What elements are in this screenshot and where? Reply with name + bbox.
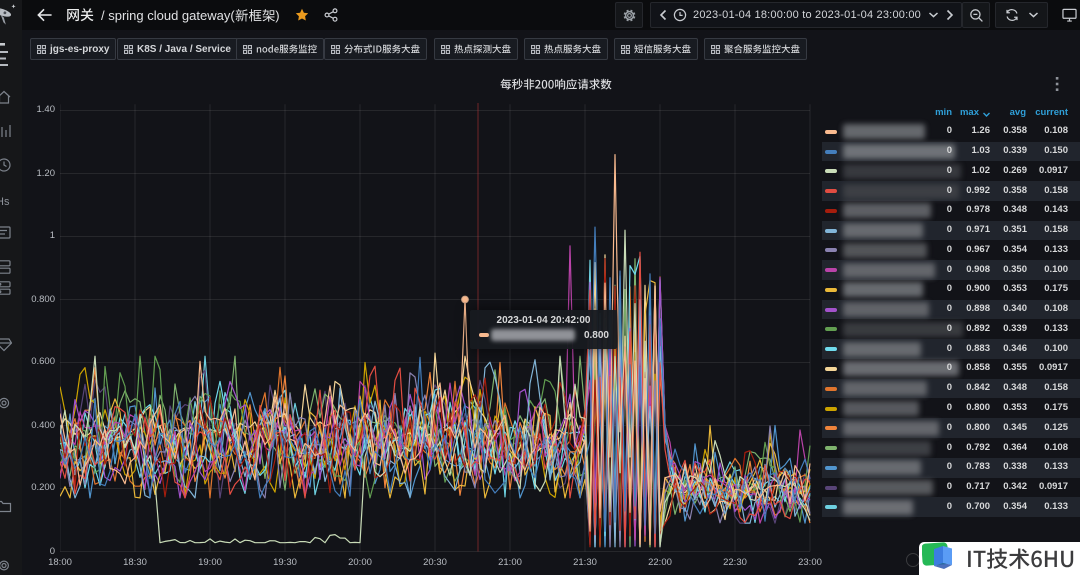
svg-text:Hs: Hs: [0, 196, 10, 208]
